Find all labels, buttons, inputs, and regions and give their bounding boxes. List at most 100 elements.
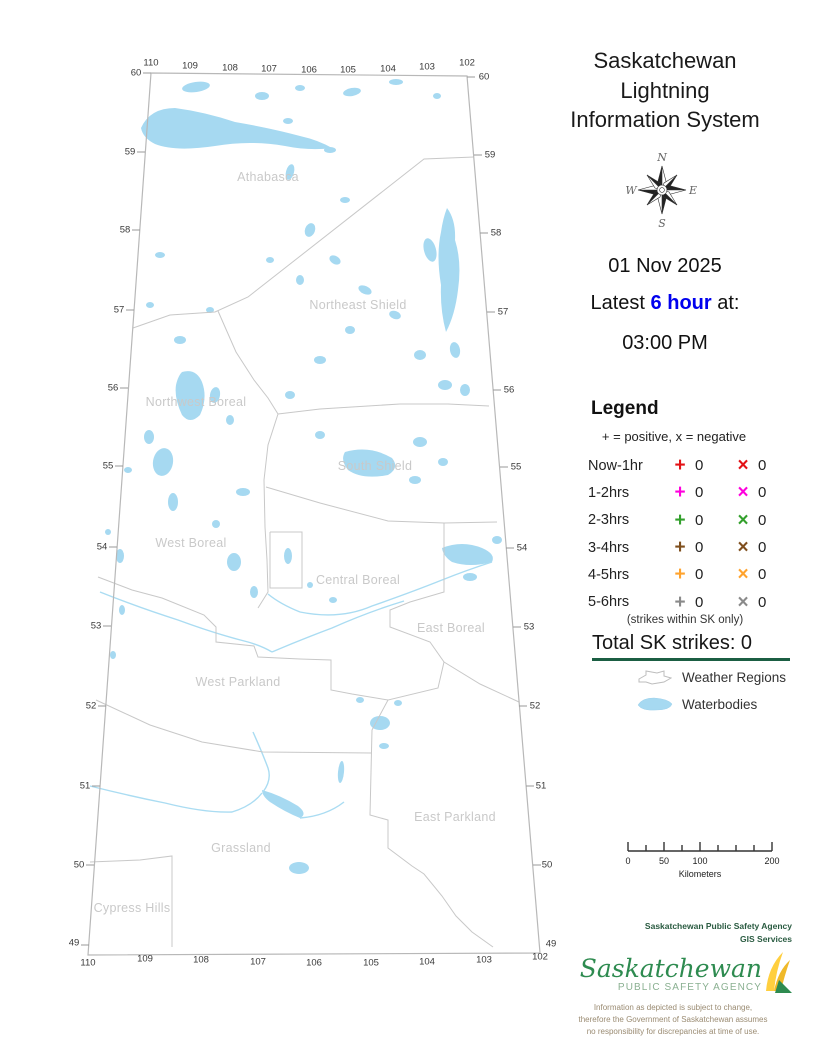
- lon-label-bottom: 103: [476, 954, 492, 966]
- latest-suffix: at:: [717, 292, 740, 314]
- positive-count: 0: [695, 539, 704, 557]
- map: 60 59 58 57 56 55 54 53 52 51 50 49 60 5…: [68, 57, 557, 969]
- lat-label-left: 58: [119, 224, 131, 236]
- lat-label-left: 60: [130, 67, 142, 79]
- scale-tick-label: 200: [764, 856, 780, 866]
- plus-icon: +: [674, 591, 686, 613]
- legend-title: Legend: [591, 398, 659, 419]
- region-label-grassland: Grassland: [211, 841, 271, 855]
- lat-label-right: 57: [497, 306, 509, 318]
- legend-row: 5-6hrs + 0 × 0: [588, 588, 806, 615]
- region-label-cypress-hills: Cypress Hills: [93, 901, 171, 915]
- lake-diefenbaker: [262, 790, 304, 818]
- cumberland-lakes: [442, 544, 493, 565]
- negative-count: 0: [758, 484, 767, 502]
- lat-label-right: 50: [541, 859, 553, 871]
- region-label-central-boreal: Central Boreal: [315, 573, 401, 587]
- lon-label-bottom: 110: [80, 957, 96, 969]
- lon-label-top: 107: [261, 63, 277, 75]
- negative-count: 0: [758, 593, 767, 611]
- plus-icon: +: [674, 455, 686, 477]
- lat-label-left: 59: [124, 146, 136, 158]
- lon-label-bottom: 106: [306, 957, 322, 969]
- negative-count: 0: [758, 566, 767, 584]
- lat-label-right: 52: [529, 700, 541, 712]
- province-outline: [87, 72, 541, 956]
- waterbodies-entry: Waterbodies: [636, 691, 786, 718]
- lat-label-right: 58: [490, 227, 502, 239]
- negative-count: 0: [758, 511, 767, 529]
- reindeer-lake: [438, 208, 460, 332]
- negative-count: 0: [758, 539, 767, 557]
- plus-icon: +: [674, 482, 686, 504]
- scale-tick-label: 100: [692, 856, 708, 866]
- lat-label-left: 56: [107, 382, 119, 394]
- scale-bar-icon: [627, 842, 773, 852]
- waterbodies-layer: [105, 79, 502, 874]
- legend-row-label: 2-3hrs: [588, 512, 630, 529]
- x-icon: ×: [737, 509, 749, 531]
- legend-subtitle: + = positive, x = negative: [601, 429, 747, 444]
- negative-count: 0: [758, 457, 767, 475]
- lon-label-bottom: 105: [363, 957, 379, 969]
- lake-athabasca: [141, 108, 332, 150]
- lon-label-top: 110: [143, 57, 159, 69]
- lac-la-ronge: [343, 449, 396, 477]
- legend-row: 4-5hrs + 0 × 0: [588, 561, 806, 588]
- lat-label-right: 53: [523, 621, 535, 633]
- scale-bar: 0 50 100 200 Kilometers: [620, 838, 790, 882]
- waterbodies-label: Waterbodies: [682, 697, 758, 712]
- compass-n-label: N: [656, 151, 667, 164]
- lat-label-right: 54: [516, 542, 528, 554]
- lat-label-left: 55: [102, 460, 114, 472]
- region-label-northeast-shield: Northeast Shield: [309, 298, 407, 312]
- lon-label-bottom: 107: [250, 956, 266, 968]
- lat-label-left: 49: [68, 937, 80, 949]
- lat-label-left: 52: [85, 700, 97, 712]
- lon-label-top: 103: [419, 61, 435, 73]
- map-svg: [81, 72, 541, 956]
- x-icon: ×: [737, 482, 749, 504]
- agency-logo-text: Saskatchewan PUBLIC SAFETY AGENCY: [579, 953, 762, 993]
- region-label-east-boreal: East Boreal: [417, 621, 485, 635]
- compass-s-label: S: [658, 217, 666, 230]
- legend-row-label: Now-1hr: [588, 457, 643, 474]
- waterbodies-icon: [636, 697, 674, 712]
- agency-credit-line: Saskatchewan Public Safety Agency: [644, 921, 792, 931]
- total-strikes: Total SK strikes: 0: [592, 632, 753, 654]
- legend-row-label: 3-4hrs: [588, 539, 630, 556]
- lat-label-left: 51: [79, 780, 91, 792]
- gis-services-line: GIS Services: [740, 933, 792, 944]
- lat-label-right: 55: [510, 461, 522, 473]
- positive-count: 0: [695, 457, 704, 475]
- weather-regions-icon: [636, 669, 674, 686]
- lat-label-right: 59: [484, 149, 496, 161]
- x-icon: ×: [737, 564, 749, 586]
- logo-wordmark: Saskatchewan: [579, 953, 762, 983]
- legend-row: 3-4hrs + 0 × 0: [588, 534, 806, 561]
- legend-row: 2-3hrs + 0 × 0: [588, 507, 806, 534]
- latest-period: 6 hour: [650, 292, 712, 314]
- report-date: 01 Nov 2025: [608, 255, 722, 277]
- cree-lake: [175, 371, 205, 420]
- lat-label-left: 57: [113, 304, 125, 316]
- total-strikes-underline: [592, 658, 790, 661]
- scale-unit-label: Kilometers: [678, 869, 722, 879]
- agency-logo: Saskatchewan PUBLIC SAFETY AGENCY: [554, 951, 792, 993]
- report-time: 03:00 PM: [622, 332, 708, 354]
- compass-e-label: E: [688, 184, 697, 197]
- lat-label-left: 53: [90, 620, 102, 632]
- lon-label-bottom: 109: [137, 953, 153, 965]
- lon-label-top: 104: [380, 63, 396, 75]
- latest-prefix: Latest: [590, 292, 645, 314]
- lat-label-left: 50: [73, 859, 85, 871]
- legend-row: 1-2hrs + 0 × 0: [588, 479, 806, 506]
- region-label-west-parkland: West Parkland: [195, 675, 281, 689]
- positive-count: 0: [695, 593, 704, 611]
- legend-note: (strikes within SK only): [626, 614, 744, 626]
- region-label-northwest-boreal: Northwest Boreal: [145, 395, 247, 409]
- scale-tick-label: 0: [625, 856, 631, 866]
- plus-icon: +: [674, 509, 686, 531]
- lat-label-right: 56: [503, 384, 515, 396]
